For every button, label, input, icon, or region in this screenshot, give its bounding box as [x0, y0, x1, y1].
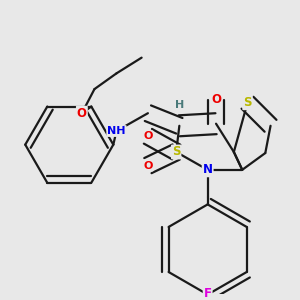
Text: S: S	[172, 146, 181, 158]
Text: O: O	[143, 131, 153, 141]
Text: NH: NH	[107, 126, 126, 136]
Text: S: S	[243, 96, 252, 109]
Text: O: O	[77, 107, 87, 120]
Text: H: H	[175, 100, 184, 110]
Text: N: N	[203, 163, 213, 176]
Text: O: O	[211, 93, 221, 106]
Text: F: F	[204, 287, 212, 300]
Text: O: O	[143, 160, 153, 171]
